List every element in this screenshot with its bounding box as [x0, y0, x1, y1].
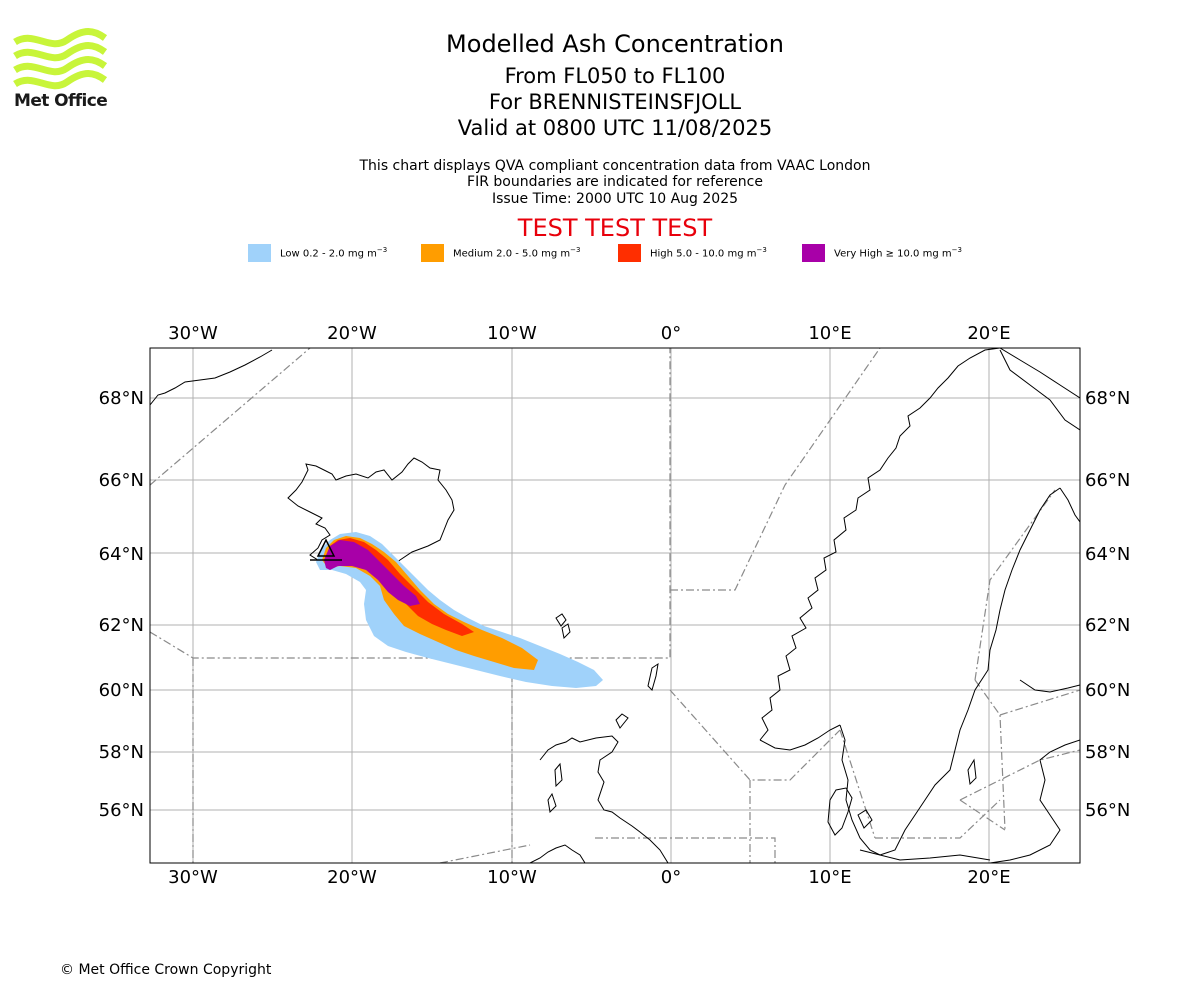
map-frame — [149, 347, 1081, 864]
legend-item-medium: Medium 2.0 - 5.0 mg m−3 — [421, 244, 580, 262]
lat-labels-left: 68°N 66°N 64°N 62°N 60°N 58°N 56°N — [99, 388, 144, 821]
logo-wave — [13, 56, 108, 76]
lon-labels-bottom: 30°W 20°W 10°W 0° 10°E 20°E — [168, 867, 1010, 888]
lon-label-bottom: 10°E — [808, 867, 851, 888]
description-text: This chart displays QVA compliant concen… — [359, 158, 871, 174]
issue-time: Issue Time: 2000 UTC 10 Aug 2025 — [491, 191, 739, 207]
concentration-legend: Low 0.2 - 2.0 mg m−3 Medium 2.0 - 5.0 mg… — [0, 244, 1200, 264]
logo-wave — [13, 70, 108, 90]
legend-item-very-high: Very High ≥ 10.0 mg m−3 — [802, 244, 962, 262]
volcano-marker-icon — [310, 538, 342, 561]
lat-label-right: 64°N — [1085, 544, 1130, 565]
logo-wave — [13, 42, 108, 62]
legend-label-very-high: Very High ≥ 10.0 mg m−3 — [834, 246, 962, 260]
test-banner: TEST TEST TEST — [517, 214, 713, 242]
lat-labels-right: 68°N 66°N 64°N 62°N 60°N 58°N 56°N — [1085, 388, 1130, 821]
lon-label-bottom: 20°W — [327, 867, 377, 888]
lat-label-left: 60°N — [99, 680, 144, 701]
logo-wave — [13, 28, 108, 48]
lon-label-top: 10°W — [487, 323, 537, 344]
volcano-name: For BRENNISTEINSFJOLL — [488, 90, 742, 114]
legend-swatch-low — [248, 244, 271, 262]
ash-layer-very-high — [324, 540, 420, 606]
level-range: From FL050 to FL100 — [504, 64, 726, 88]
legend-label-medium: Medium 2.0 - 5.0 mg m−3 — [453, 246, 581, 260]
legend-item-low: Low 0.2 - 2.0 mg m−3 — [248, 244, 387, 262]
lat-label-right: 60°N — [1085, 680, 1130, 701]
legend-swatch-very-high — [802, 244, 825, 262]
met-office-logo-icon — [13, 28, 108, 90]
logo-text: Met Office — [14, 91, 108, 111]
chart-title: Modelled Ash Concentration — [446, 30, 784, 58]
lat-label-left: 64°N — [99, 544, 144, 565]
lat-label-left: 58°N — [99, 742, 144, 763]
lat-label-right: 66°N — [1085, 470, 1130, 491]
lon-label-bottom: 20°E — [967, 867, 1010, 888]
lat-label-left: 68°N — [99, 388, 144, 409]
legend-label-low: Low 0.2 - 2.0 mg m−3 — [280, 246, 388, 260]
lon-label-bottom: 30°W — [168, 867, 218, 888]
lon-label-bottom: 0° — [661, 867, 681, 888]
lon-label-top: 0° — [661, 323, 681, 344]
lon-label-top: 20°W — [327, 323, 377, 344]
copyright-notice: © Met Office Crown Copyright — [60, 962, 272, 978]
lat-label-right: 56°N — [1085, 800, 1130, 821]
lon-labels-top: 30°W 20°W 10°W 0° 10°E 20°E — [168, 323, 1010, 344]
legend-swatch-high — [618, 244, 641, 262]
map-gridlines — [150, 348, 1080, 863]
legend-swatch-medium — [421, 244, 444, 262]
fir-note: FIR boundaries are indicated for referen… — [467, 174, 763, 190]
lat-label-left: 56°N — [99, 800, 144, 821]
lat-label-right: 68°N — [1085, 388, 1130, 409]
fir-boundaries — [150, 348, 1080, 863]
lat-label-right: 58°N — [1085, 742, 1130, 763]
lon-label-top: 30°W — [168, 323, 218, 344]
lat-label-right: 62°N — [1085, 615, 1130, 636]
valid-time: Valid at 0800 UTC 11/08/2025 — [457, 116, 773, 140]
legend-label-high: High 5.0 - 10.0 mg m−3 — [650, 246, 767, 260]
legend-item-high: High 5.0 - 10.0 mg m−3 — [618, 244, 767, 262]
lon-label-top: 20°E — [967, 323, 1010, 344]
lon-label-bottom: 10°W — [487, 867, 537, 888]
lon-label-top: 10°E — [808, 323, 851, 344]
lat-label-left: 66°N — [99, 470, 144, 491]
lat-label-left: 62°N — [99, 615, 144, 636]
coastlines — [150, 348, 1080, 863]
